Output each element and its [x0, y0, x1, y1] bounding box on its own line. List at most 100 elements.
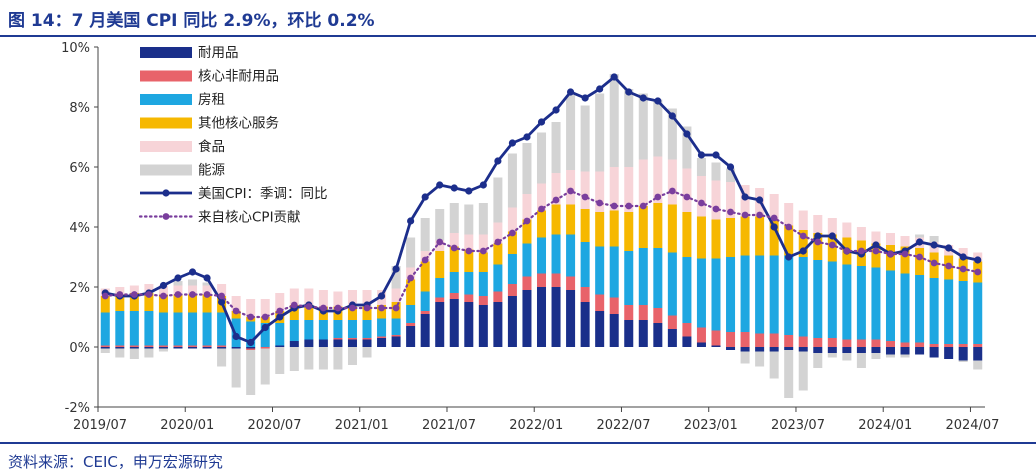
- bar-other_core-9: [231, 311, 241, 319]
- bar-durable-49: [813, 347, 823, 353]
- point-core_line-21: [407, 274, 415, 282]
- bar-food-24: [449, 233, 459, 247]
- bar-other_core-24: [449, 246, 459, 272]
- bar-food-29: [522, 194, 532, 220]
- bar-other_core-25: [464, 249, 474, 272]
- bar-core_nondurable-7: [202, 345, 212, 347]
- point-cpi_line-8: [218, 298, 226, 306]
- bar-food-16: [333, 291, 343, 307]
- bar-energy-39: [667, 108, 677, 160]
- bar-other_core-31: [551, 204, 561, 235]
- point-core_line-24: [450, 244, 458, 252]
- bar-shelter-54: [885, 270, 895, 341]
- bar-durable-24: [449, 299, 459, 347]
- bar-durable-38: [653, 323, 663, 347]
- bar-shelter-23: [435, 278, 445, 298]
- bar-food-49: [813, 215, 823, 233]
- bar-core_nondurable-5: [173, 345, 183, 347]
- bar-core_nondurable-31: [551, 273, 561, 287]
- bar-food-10: [246, 299, 256, 317]
- point-cpi_line-23: [436, 181, 444, 189]
- bar-shelter-47: [784, 255, 794, 335]
- x-tick-label: 2020/01: [160, 418, 214, 433]
- legend-swatch: [140, 70, 192, 82]
- legend-label: 耐用品: [198, 45, 239, 61]
- bar-food-26: [478, 234, 488, 253]
- legend-item-energy: 能源: [140, 163, 225, 179]
- bar-shelter-33: [580, 242, 590, 287]
- point-cpi_line-29: [523, 133, 531, 141]
- bar-other_core-2: [129, 293, 139, 311]
- bar-other_core-32: [566, 204, 576, 235]
- bar-shelter-50: [827, 261, 837, 338]
- point-core_line-22: [421, 256, 429, 264]
- bar-durable-26: [478, 305, 488, 347]
- bar-food-40: [682, 168, 692, 212]
- bar-shelter-35: [609, 246, 619, 298]
- bar-core_nondurable-58: [944, 344, 954, 347]
- bar-core_nondurable-8: [217, 345, 227, 347]
- bar-other_core-27: [493, 243, 503, 265]
- point-cpi_line-22: [421, 193, 429, 201]
- bar-core_nondurable-48: [798, 336, 808, 347]
- bar-energy-38: [653, 99, 663, 157]
- legend-label: 核心非耐用品: [198, 69, 279, 85]
- point-cpi_line-11: [261, 323, 269, 332]
- point-core_line-8: [218, 292, 226, 300]
- point-core_line-10: [247, 313, 255, 321]
- point-core_line-54: [887, 250, 894, 258]
- point-core_line-34: [596, 199, 604, 207]
- legend-label: 美国CPI：季调：同比: [198, 186, 328, 202]
- bar-core_nondurable-21: [406, 323, 416, 326]
- x-tick-label: 2020/07: [247, 418, 301, 433]
- point-cpi_line-43: [726, 163, 735, 171]
- bar-shelter-32: [566, 234, 576, 277]
- y-tick-label: 4%: [69, 221, 90, 236]
- bar-shelter-14: [304, 320, 314, 340]
- point-core_line-51: [843, 247, 851, 255]
- bar-durable-50: [827, 347, 837, 353]
- point-cpi_line-45: [756, 196, 764, 204]
- bar-shelter-5: [173, 312, 183, 346]
- bar-shelter-34: [595, 246, 605, 295]
- bar-shelter-37: [638, 248, 648, 305]
- bar-food-55: [900, 236, 910, 247]
- bar-core_nondurable-53: [871, 339, 881, 347]
- bar-energy-2: [129, 348, 139, 359]
- bar-food-33: [580, 171, 590, 209]
- bar-energy-37: [638, 93, 648, 160]
- bar-energy-4: [158, 348, 168, 352]
- bar-shelter-26: [478, 272, 488, 296]
- bar-energy-44: [740, 351, 750, 364]
- bar-durable-16: [333, 339, 343, 347]
- bar-durable-56: [915, 347, 925, 355]
- bar-energy-47: [784, 350, 794, 398]
- bar-energy-5: [173, 281, 183, 286]
- bar-other_core-7: [202, 294, 212, 313]
- bar-durable-17: [347, 339, 357, 347]
- bar-shelter-41: [696, 258, 706, 328]
- point-core_line-11: [261, 313, 269, 321]
- bar-energy-16: [333, 347, 343, 370]
- x-tick-label: 2023/07: [771, 418, 825, 433]
- point-cpi_line-27: [494, 157, 502, 165]
- bar-other_core-37: [638, 206, 648, 248]
- bar-energy-42: [711, 162, 721, 181]
- bar-shelter-40: [682, 257, 692, 323]
- bar-food-43: [726, 182, 736, 218]
- point-core_line-46: [770, 214, 778, 222]
- bar-durable-3: [144, 347, 154, 349]
- bar-shelter-39: [667, 252, 677, 316]
- bar-shelter-19: [377, 318, 387, 337]
- point-core_line-42: [712, 205, 720, 213]
- point-core_line-28: [509, 229, 516, 237]
- bar-food-53: [871, 231, 881, 244]
- bar-food-7: [202, 285, 212, 295]
- bar-food-1: [115, 287, 125, 295]
- bar-shelter-30: [536, 237, 547, 274]
- bar-other_core-43: [726, 218, 736, 257]
- bar-food-20: [391, 288, 401, 302]
- bar-core_nondurable-51: [842, 339, 852, 347]
- bar-energy-21: [406, 237, 416, 268]
- bar-core_nondurable-10: [246, 348, 256, 350]
